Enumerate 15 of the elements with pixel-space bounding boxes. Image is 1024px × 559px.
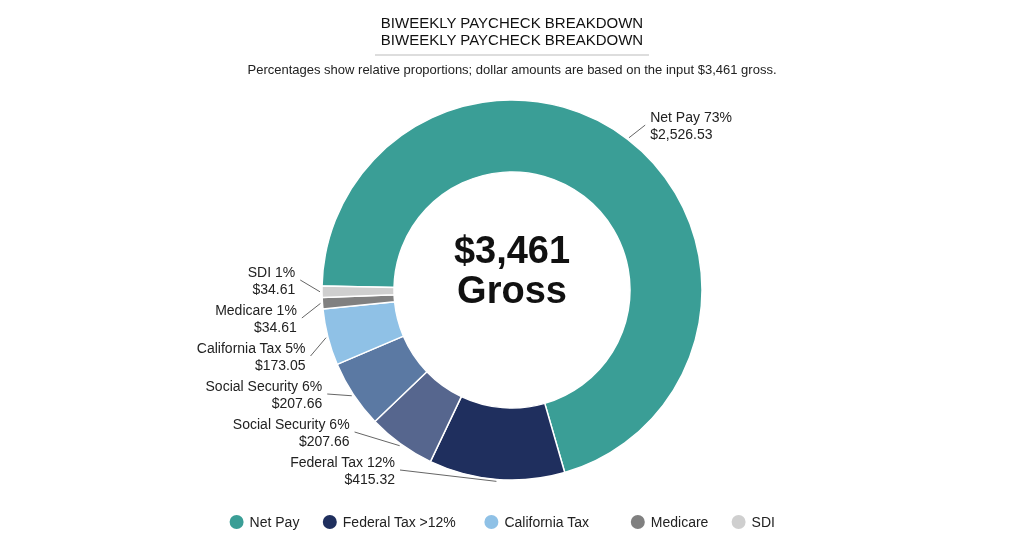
legend-label: Medicare [650,514,709,530]
legend-label: SDI [751,514,775,530]
legend-label: Net Pay [249,514,300,530]
data-label: Social Security 6% $207.66 [232,416,350,449]
data-label: Social Security 6% $207.66 [205,378,323,411]
data-label: SDI 1% $34.61 [247,264,296,297]
data-label: Net Pay 73% $2,526.53 [650,109,732,143]
legend-label: California Tax [504,514,589,530]
data-label: California Tax 5% $173.05 [196,340,306,373]
chart-subtitle: Percentages show relative proportions; dollar amounts are based on the input $3,461 gross. [247,62,777,77]
data-label: Medicare 1% $34.61 [215,302,298,335]
legend-label: Federal Tax >12% [342,514,456,530]
chart-title: BIWEEKLY PAYCHECK BREAKDOWN BIWEEKLY PAYCHECK BREAKDOWN [380,14,644,48]
text: $3,461 Gross [453,229,571,311]
data-label: Federal Tax 12% $415.32 [290,454,396,487]
